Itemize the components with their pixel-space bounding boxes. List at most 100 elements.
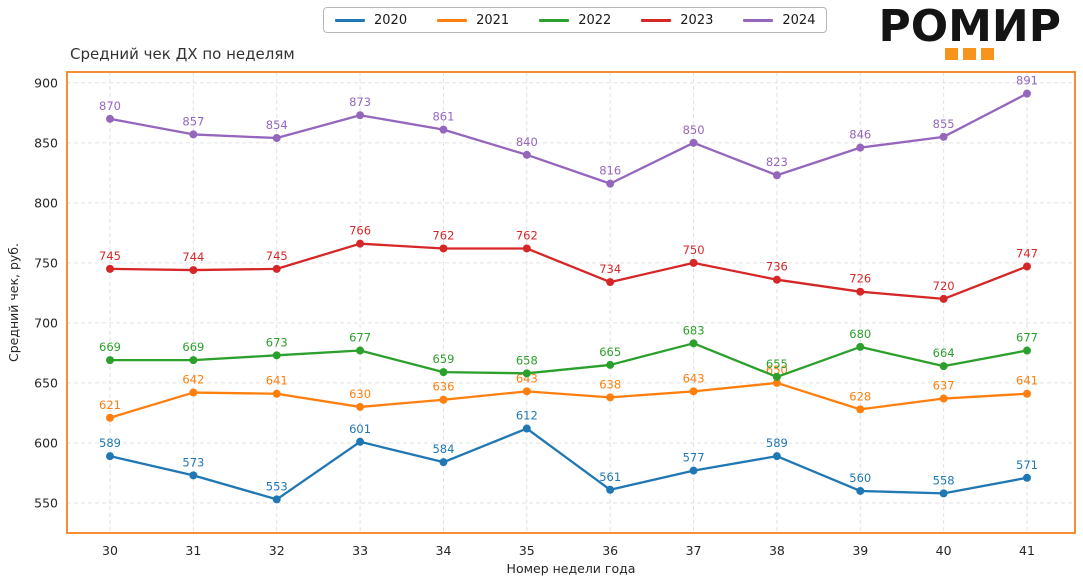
y-tick-label: 650 xyxy=(34,375,58,390)
data-point-label-2022: 665 xyxy=(599,345,621,359)
data-point-label-2020: 553 xyxy=(266,479,288,493)
data-point-2022 xyxy=(106,356,114,365)
x-tick-label: 40 xyxy=(936,543,952,558)
data-point-label-2023: 720 xyxy=(933,279,955,293)
data-point-2020 xyxy=(439,458,448,467)
y-tick-label: 700 xyxy=(34,315,58,330)
data-point-2020 xyxy=(272,495,281,504)
data-point-2021 xyxy=(439,395,448,404)
legend-item-2024: 2024 xyxy=(743,14,815,27)
data-point-2021 xyxy=(606,393,615,402)
data-point-2024 xyxy=(689,138,698,147)
data-point-2024 xyxy=(772,171,781,180)
y-tick-label: 800 xyxy=(34,195,58,210)
data-point-label-2023: 734 xyxy=(599,262,621,276)
series-line-2024 xyxy=(108,92,1029,185)
series-line-2022 xyxy=(108,342,1029,379)
data-point-label-2024: 855 xyxy=(933,117,955,131)
data-point-label-2021: 637 xyxy=(933,379,955,393)
data-point-label-2022: 683 xyxy=(683,323,705,337)
data-point-2023 xyxy=(356,239,365,248)
data-point-2024 xyxy=(939,132,948,141)
data-point-label-2024: 846 xyxy=(849,128,871,142)
data-point-2024 xyxy=(272,134,281,143)
data-point-label-2023: 744 xyxy=(182,250,204,264)
x-tick-label: 39 xyxy=(852,543,868,558)
data-point-2023 xyxy=(606,278,615,287)
data-point-2020 xyxy=(522,424,531,433)
data-point-label-2024: 873 xyxy=(349,95,371,109)
x-tick-label: 37 xyxy=(686,543,702,558)
x-axis-title: Номер недели года xyxy=(507,561,636,576)
data-point-label-2020: 561 xyxy=(599,470,621,484)
data-point-label-2024: 850 xyxy=(683,123,705,137)
data-point-label-2021: 630 xyxy=(349,387,371,401)
data-point-label-2024: 816 xyxy=(599,164,621,178)
data-point-label-2023: 762 xyxy=(516,228,538,242)
data-point-2020 xyxy=(939,489,948,498)
data-point-2022 xyxy=(272,351,281,360)
data-point-2021 xyxy=(772,378,781,387)
data-point-label-2021: 628 xyxy=(849,389,871,403)
logo-square-icon xyxy=(963,48,977,61)
data-point-label-2020: 577 xyxy=(683,451,705,465)
data-point-label-2022: 680 xyxy=(849,327,871,341)
data-point-2022 xyxy=(856,342,865,351)
data-point-label-2024: 857 xyxy=(182,114,204,128)
legend-label: 2020 xyxy=(374,12,408,28)
data-point-label-2023: 750 xyxy=(683,243,705,257)
data-point-label-2020: 589 xyxy=(99,436,121,450)
romir-logo-text: РОМИР xyxy=(878,1,1061,52)
legend-item-2021: 2021 xyxy=(437,14,509,27)
y-tick-label: 750 xyxy=(34,255,58,270)
x-tick-label: 31 xyxy=(185,543,201,558)
data-point-2023 xyxy=(439,244,448,253)
data-point-label-2020: 558 xyxy=(933,473,955,487)
data-point-2020 xyxy=(356,437,365,446)
data-point-2021 xyxy=(272,389,281,398)
data-point-2022 xyxy=(772,372,781,381)
x-tick-label: 33 xyxy=(352,543,368,558)
data-point-2020 xyxy=(606,485,615,494)
data-point-2024 xyxy=(856,143,865,152)
data-point-2021 xyxy=(189,388,198,397)
y-tick-label: 850 xyxy=(34,135,58,150)
x-tick-label: 34 xyxy=(436,543,452,558)
data-point-label-2021: 650 xyxy=(766,363,788,377)
data-point-2020 xyxy=(106,452,114,461)
data-point-label-2024: 854 xyxy=(266,118,288,132)
data-point-2024 xyxy=(356,111,365,120)
data-point-2021 xyxy=(939,394,948,403)
data-point-2024 xyxy=(439,125,448,134)
x-tick-label: 35 xyxy=(519,543,535,558)
logo-square-icon xyxy=(945,48,959,61)
data-point-2024 xyxy=(1023,89,1031,98)
data-point-label-2022: 658 xyxy=(516,353,538,367)
logo-square-icon xyxy=(981,48,995,61)
data-point-2022 xyxy=(439,368,448,377)
series-line-2023 xyxy=(108,242,1029,301)
data-point-label-2024: 870 xyxy=(99,99,121,113)
data-point-2020 xyxy=(189,471,198,480)
data-point-label-2020: 584 xyxy=(432,442,454,456)
data-point-label-2021: 643 xyxy=(683,371,705,385)
data-point-label-2020: 573 xyxy=(182,455,204,469)
legend-item-2022: 2022 xyxy=(539,14,611,27)
data-point-2023 xyxy=(522,244,531,253)
data-point-label-2021: 638 xyxy=(599,377,621,391)
data-point-2024 xyxy=(522,150,531,159)
data-point-label-2023: 745 xyxy=(266,249,288,263)
data-point-label-2020: 612 xyxy=(516,409,538,423)
legend-swatch-2023 xyxy=(641,18,672,22)
data-point-2021 xyxy=(856,405,865,414)
legend-item-2020: 2020 xyxy=(335,14,407,27)
data-point-2023 xyxy=(689,258,698,267)
legend-label: 2022 xyxy=(578,12,612,28)
data-point-label-2022: 673 xyxy=(266,335,288,349)
data-point-2023 xyxy=(856,287,865,296)
data-point-label-2023: 762 xyxy=(432,228,454,242)
legend-swatch-2021 xyxy=(437,18,468,22)
data-point-2022 xyxy=(939,362,948,371)
data-point-2024 xyxy=(606,179,615,188)
